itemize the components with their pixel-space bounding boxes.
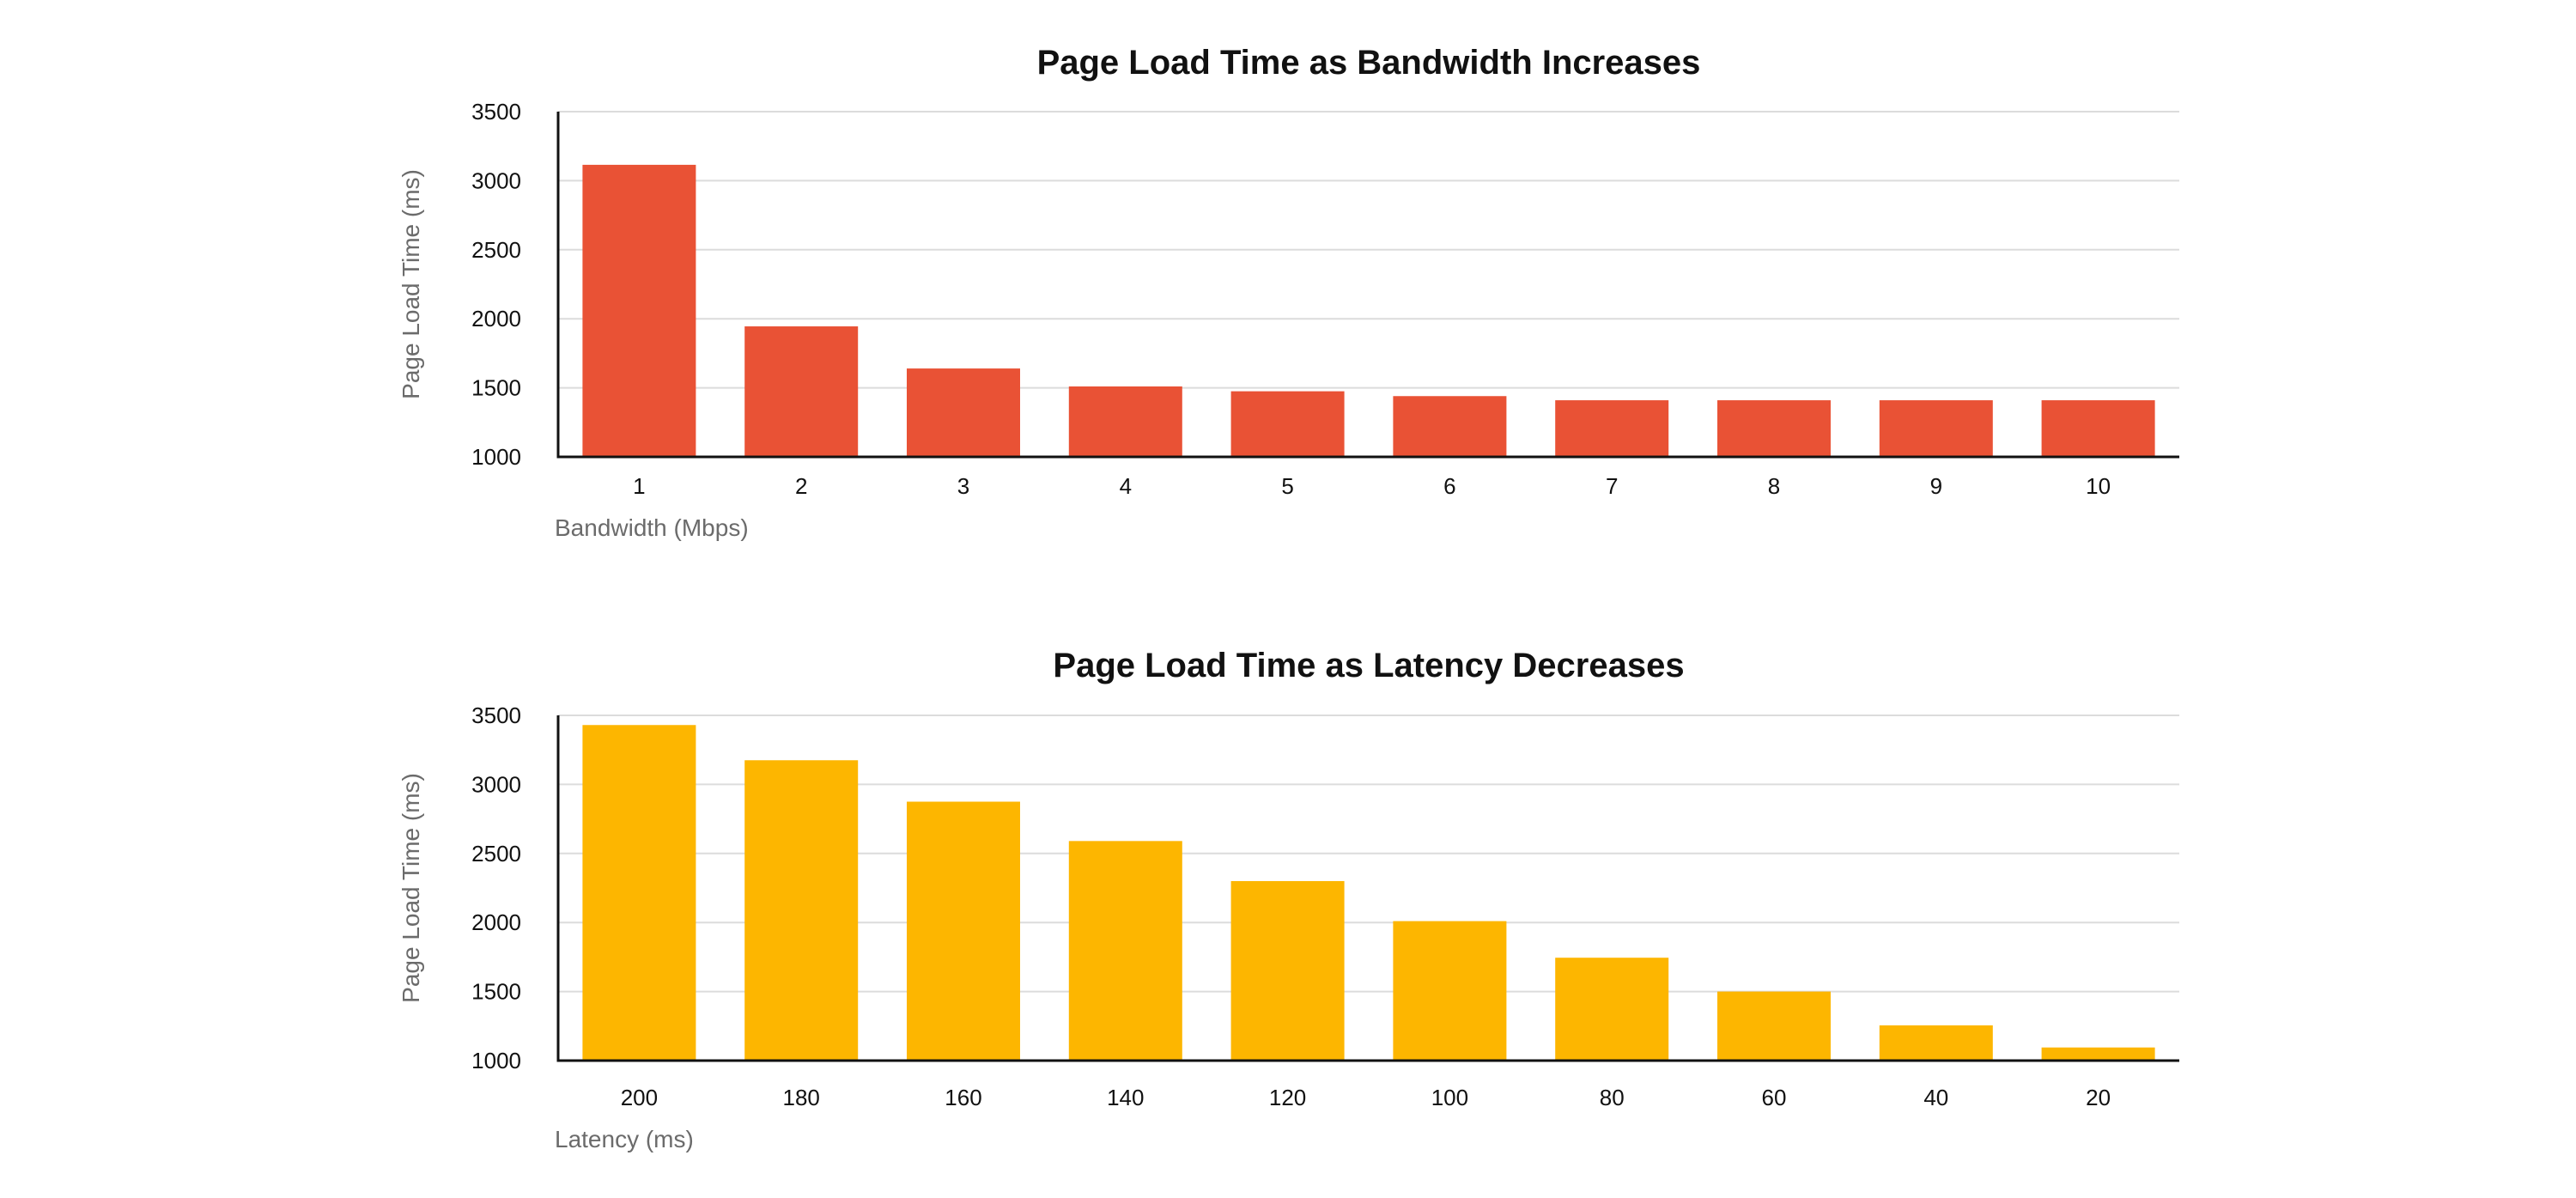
x-tick-label: 80 (1600, 1085, 1625, 1110)
bar (2041, 1047, 2155, 1061)
y-tick-label: 3000 (471, 167, 521, 193)
x-tick-label: 5 (1281, 473, 1293, 499)
bar (582, 725, 696, 1061)
y-tick-label: 1000 (471, 444, 521, 470)
x-tick-label: 100 (1431, 1085, 1468, 1110)
y-tick-label: 2000 (471, 306, 521, 331)
y-axis-label: Page Load Time (ms) (398, 169, 424, 399)
y-tick-label: 1000 (471, 1048, 521, 1073)
bar (2041, 400, 2155, 457)
x-tick-label: 4 (1120, 473, 1132, 499)
y-tick-label: 3000 (471, 771, 521, 797)
bar (1068, 386, 1182, 457)
x-axis-label: Latency (ms) (555, 1126, 694, 1152)
x-tick-label: 120 (1269, 1085, 1306, 1110)
x-axis-label: Bandwidth (Mbps) (555, 514, 749, 541)
x-tick-label: 9 (1930, 473, 1942, 499)
x-tick-label: 20 (2086, 1085, 2111, 1110)
y-tick-label: 3500 (471, 99, 521, 125)
chart-title: Page Load Time as Latency Decreases (1053, 647, 1684, 684)
x-tick-label: 180 (783, 1085, 820, 1110)
x-tick-label: 7 (1606, 473, 1618, 499)
x-tick-label: 10 (2086, 473, 2111, 499)
bar (1555, 958, 1669, 1061)
x-tick-label: 200 (621, 1085, 658, 1110)
bar (907, 368, 1020, 457)
bar (1717, 991, 1831, 1061)
x-tick-label: 140 (1107, 1085, 1144, 1110)
bar (1717, 400, 1831, 457)
bar (1879, 400, 1993, 457)
bar (1555, 400, 1669, 457)
bar (1393, 396, 1507, 457)
latency-chart: Page Load Time as Latency Decreases 1000 1… (398, 647, 2179, 1152)
y-tick-label: 2000 (471, 909, 521, 935)
chart-title: Page Load Time as Bandwidth Increases (1037, 44, 1701, 82)
bar (1879, 1025, 1993, 1061)
bar (1068, 841, 1182, 1061)
y-tick-label: 2500 (471, 841, 521, 867)
bar (744, 760, 859, 1061)
bar (907, 801, 1020, 1061)
x-tick-label: 160 (945, 1085, 981, 1110)
bandwidth-chart: Page Load Time as Bandwidth Increases 100… (398, 44, 2179, 541)
bar (1393, 921, 1507, 1061)
x-tick-label: 3 (957, 473, 969, 499)
bar (744, 326, 859, 457)
bar (1230, 391, 1345, 457)
x-tick-label: 2 (795, 473, 807, 499)
x-tick-label: 8 (1768, 473, 1780, 499)
y-tick-label: 1500 (471, 979, 521, 1005)
x-tick-label: 60 (1762, 1085, 1787, 1110)
y-axis-label: Page Load Time (ms) (398, 773, 424, 1003)
bar (582, 164, 696, 457)
y-tick-label: 2500 (471, 237, 521, 263)
bar (1230, 880, 1345, 1061)
y-tick-label: 3500 (471, 702, 521, 728)
x-tick-label: 1 (633, 473, 645, 499)
x-tick-label: 40 (1923, 1085, 1948, 1110)
x-tick-label: 6 (1443, 473, 1455, 499)
y-tick-label: 1500 (471, 375, 521, 401)
